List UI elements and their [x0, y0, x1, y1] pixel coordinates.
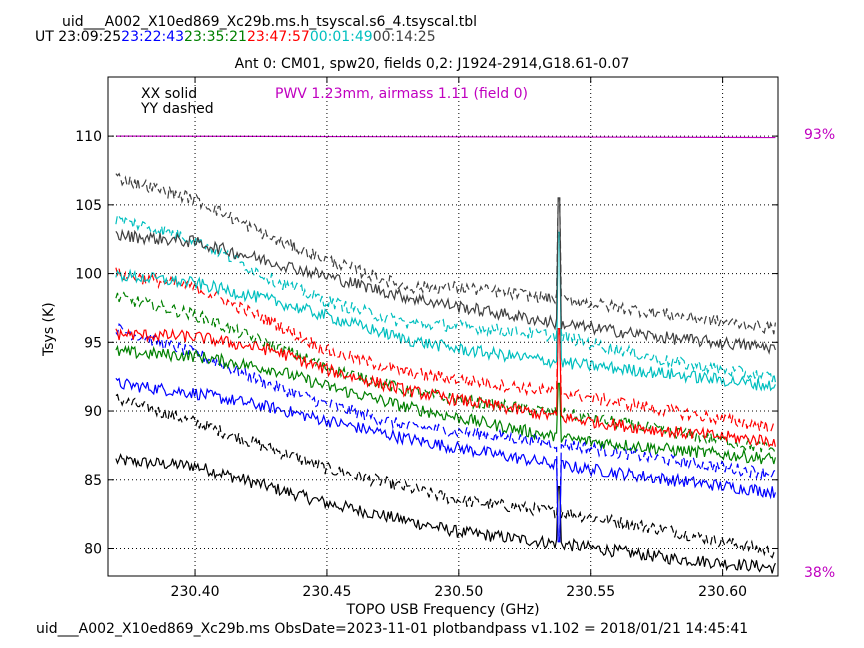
series-line-5 — [115, 291, 776, 454]
series-line-12 — [115, 135, 776, 139]
y-tick-label: 80 — [84, 542, 102, 558]
ut-time-5: 00:14:25 — [372, 29, 436, 45]
series-line-9 — [115, 213, 776, 383]
grid-layer — [108, 77, 778, 576]
ut-time-3: 23:47:57 — [246, 29, 310, 45]
series-line-11 — [115, 172, 776, 335]
tick-layer: 230.40 230.45 230.50 230.55 230.60 80 85 90 95 10… — [75, 77, 778, 600]
series-line-8 — [115, 231, 776, 392]
series-line-1 — [115, 393, 776, 559]
percent-top-label: 93% — [804, 127, 835, 143]
series-layer — [115, 135, 776, 574]
series-line-4 — [115, 344, 776, 465]
x-tick-label: 230.45 — [302, 584, 351, 600]
x-tick-label: 230.50 — [434, 584, 483, 600]
y-axis-label: Tsys (K) — [41, 302, 57, 356]
x-tick-label: 230.60 — [698, 584, 747, 600]
percent-bottom-label: 38% — [804, 565, 835, 581]
series-line-2 — [115, 377, 776, 543]
series-line-6 — [115, 327, 776, 448]
chart-subtitle: Ant 0: CM01, spw20, fields 0,2: J1924-29… — [234, 56, 630, 72]
ut-time-2: 23:35:21 — [184, 29, 247, 45]
footer-text: uid___A002_X10ed869_Xc29b.ms ObsDate=202… — [36, 621, 749, 637]
x-axis-label: TOPO USB Frequency (GHz) — [346, 602, 540, 618]
series-line-3 — [115, 323, 776, 543]
x-tick-label: 230.40 — [171, 584, 220, 600]
ut-time-1: 23:22:43 — [121, 29, 185, 45]
y-tick-label: 90 — [84, 404, 102, 420]
legend-dashed-text: YY dashed — [140, 101, 214, 117]
ut-row: UT 23:09:2523:22:4323:35:2123:47:5700:01… — [35, 30, 436, 44]
y-tick-label: 110 — [75, 129, 102, 145]
ut-time-0: 23:09:25 — [58, 29, 122, 45]
y-tick-label: 105 — [75, 198, 102, 214]
ut-label: UT — [35, 29, 54, 45]
axes-frame — [107, 76, 779, 577]
y-tick-label: 85 — [84, 473, 102, 489]
y-tick-label: 95 — [84, 335, 102, 351]
legend-solid-text: XX solid — [141, 86, 197, 102]
series-line-7 — [115, 267, 776, 433]
x-tick-label: 230.55 — [566, 584, 615, 600]
file-title: uid___A002_X10ed869_Xc29b.ms.h_tsyscal.s… — [62, 14, 478, 30]
y-tick-label: 100 — [75, 267, 102, 283]
pwv-annotation: PWV 1.23mm, airmass 1.11 (field 0) — [275, 86, 528, 102]
series-line-0 — [115, 452, 776, 574]
series-line-10 — [115, 197, 776, 355]
ut-time-4: 00:01:49 — [309, 29, 373, 45]
